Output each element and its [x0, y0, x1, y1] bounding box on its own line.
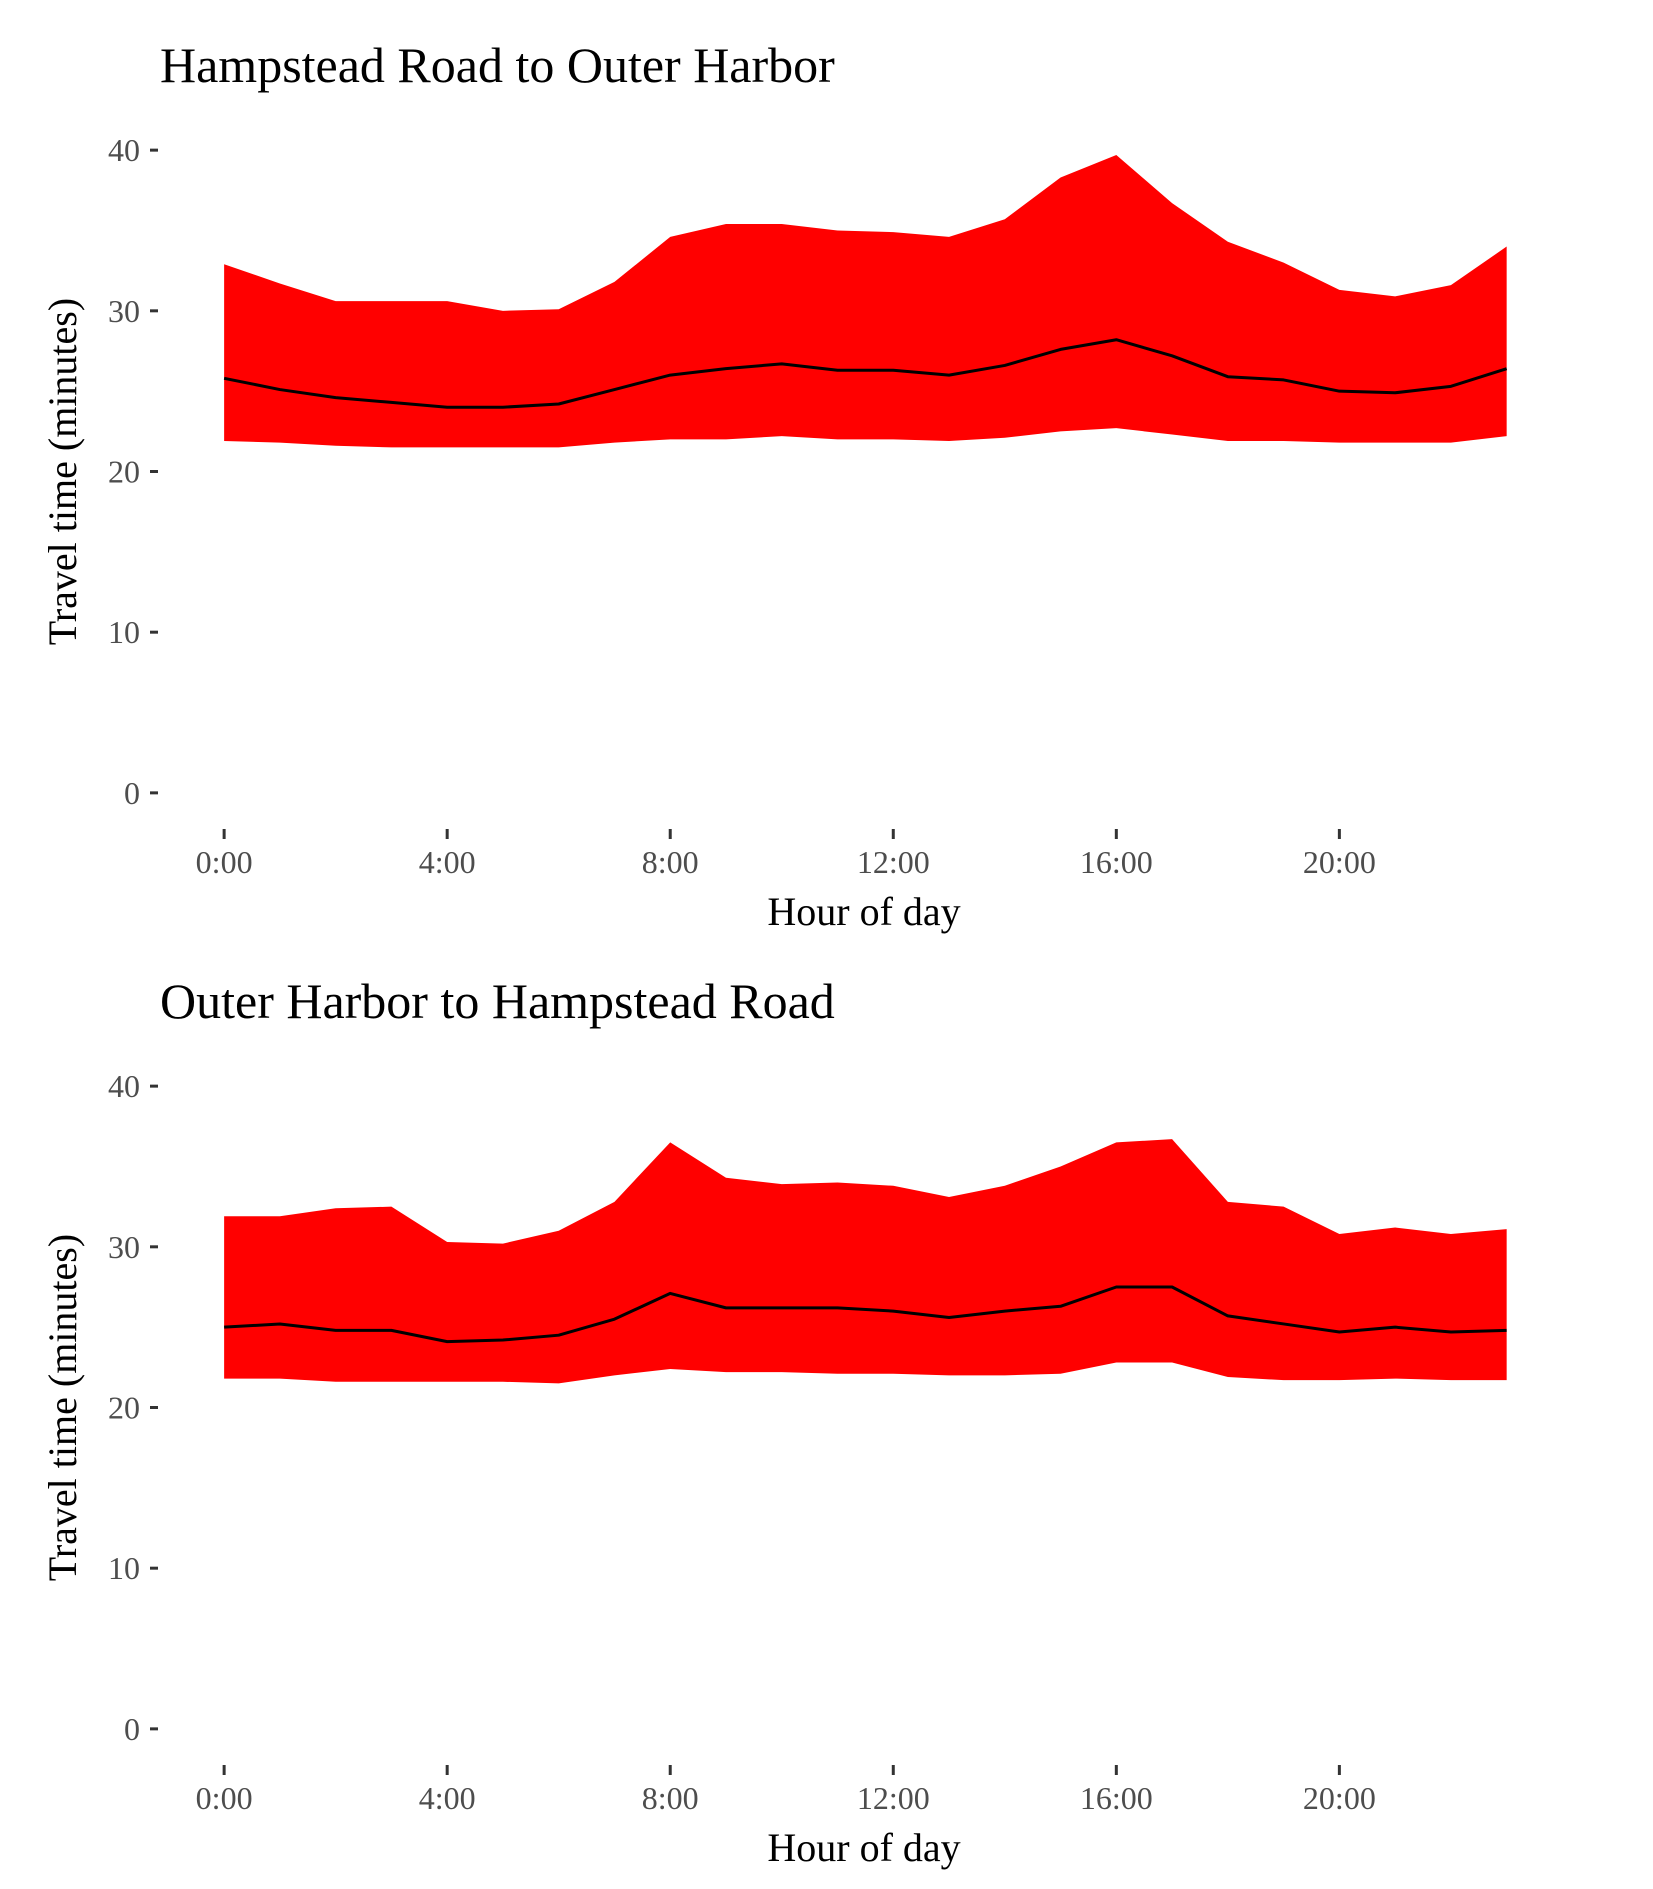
y-tick-label: 30 [108, 293, 140, 329]
x-tick-label: 4:00 [419, 844, 476, 880]
y-tick-label: 10 [108, 614, 140, 650]
chart-title: Outer Harbor to Hampstead Road [160, 973, 835, 1029]
x-tick-label: 16:00 [1080, 844, 1153, 880]
y-tick-label: 20 [108, 1390, 140, 1426]
median-line [223, 338, 1508, 409]
y-tick-label: 0 [124, 1711, 140, 1747]
x-tick-label: 12:00 [857, 844, 930, 880]
median-line [224, 1285, 1507, 1344]
x-tick-label: 0:00 [196, 1780, 253, 1816]
x-tick-label: 0:00 [196, 844, 253, 880]
x-tick-label: 20:00 [1303, 844, 1376, 880]
x-tick-label: 8:00 [642, 1780, 699, 1816]
chart-title: Hampstead Road to Outer Harbor [160, 37, 835, 93]
x-tick-label: 4:00 [419, 1780, 476, 1816]
y-tick-label: 0 [124, 775, 140, 811]
y-tick-label: 20 [108, 454, 140, 490]
travel-time-band [224, 154, 1507, 448]
y-tick-label: 40 [108, 132, 140, 168]
y-tick-label: 10 [108, 1550, 140, 1586]
x-tick-label: 12:00 [857, 1780, 930, 1816]
y-tick-label: 40 [108, 1068, 140, 1104]
y-tick-label: 30 [108, 1229, 140, 1265]
travel-time-band [224, 1139, 1507, 1384]
y-axis-title: Travel time (minutes) [40, 1234, 85, 1581]
chart-panel: Outer Harbor to Hampstead Road 0 10 20 30 40 0… [40, 973, 1507, 1870]
x-axis-title: Hour of day [767, 889, 960, 934]
chart-panel: Hampstead Road to Outer Harbor 0 10 20 30 40 0… [40, 37, 1508, 934]
x-tick-label: 20:00 [1303, 1780, 1376, 1816]
x-axis-title: Hour of day [767, 1825, 960, 1870]
y-axis-title: Travel time (minutes) [40, 298, 85, 645]
x-tick-label: 8:00 [642, 844, 699, 880]
x-tick-label: 16:00 [1080, 1780, 1153, 1816]
